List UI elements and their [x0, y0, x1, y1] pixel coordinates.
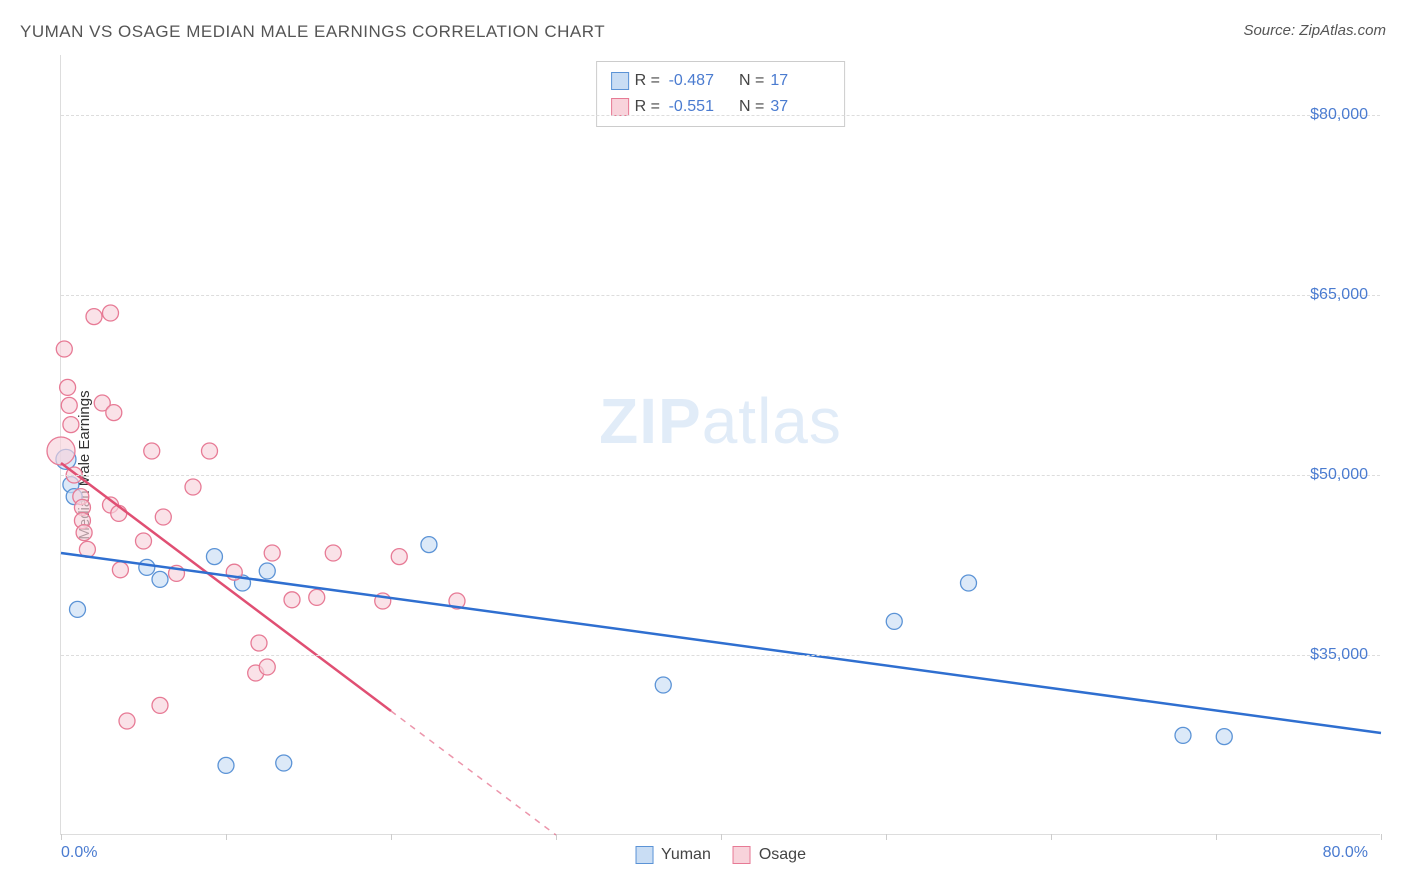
x-tick — [886, 834, 887, 840]
data-point — [218, 757, 234, 773]
data-point — [1216, 729, 1232, 745]
data-point — [106, 405, 122, 421]
data-point — [60, 379, 76, 395]
data-point — [63, 417, 79, 433]
data-point — [206, 549, 222, 565]
trendline-osage — [61, 463, 391, 711]
data-point — [76, 525, 92, 541]
data-point — [421, 537, 437, 553]
gridline — [61, 475, 1380, 476]
chart-container: Median Male Earnings ZIPatlas R = -0.487… — [20, 55, 1386, 875]
n-label: N = — [735, 72, 765, 90]
stats-row-osage: R = -0.551 N = 37 — [611, 94, 831, 120]
x-tick — [556, 834, 557, 840]
x-tick — [391, 834, 392, 840]
swatch-blue-icon — [635, 846, 653, 864]
r-label: R = — [635, 98, 663, 116]
r-value-osage: -0.551 — [669, 98, 729, 116]
header: YUMAN VS OSAGE MEDIAN MALE EARNINGS CORR… — [0, 0, 1406, 50]
data-point — [284, 592, 300, 608]
swatch-pink-icon — [733, 846, 751, 864]
data-point — [886, 613, 902, 629]
chart-title: YUMAN VS OSAGE MEDIAN MALE EARNINGS CORR… — [20, 22, 605, 42]
data-point — [103, 305, 119, 321]
y-tick-label: $50,000 — [1310, 466, 1368, 484]
r-value-yuman: -0.487 — [669, 72, 729, 90]
x-max-label: 80.0% — [1323, 844, 1368, 862]
data-point — [152, 697, 168, 713]
n-value-yuman: 17 — [770, 72, 830, 90]
n-label: N = — [735, 98, 765, 116]
data-point — [112, 562, 128, 578]
data-point — [70, 601, 86, 617]
data-point — [309, 589, 325, 605]
data-point — [61, 397, 77, 413]
data-point — [144, 443, 160, 459]
legend-label-yuman: Yuman — [661, 846, 711, 864]
swatch-pink-icon — [611, 98, 629, 116]
x-tick — [1051, 834, 1052, 840]
y-tick-label: $65,000 — [1310, 286, 1368, 304]
y-tick-label: $35,000 — [1310, 646, 1368, 664]
gridline — [61, 115, 1380, 116]
data-point — [119, 713, 135, 729]
stats-row-yuman: R = -0.487 N = 17 — [611, 68, 831, 94]
x-tick — [721, 834, 722, 840]
data-point — [152, 571, 168, 587]
data-point — [56, 341, 72, 357]
y-tick-label: $80,000 — [1310, 106, 1368, 124]
data-point — [202, 443, 218, 459]
plot-area: ZIPatlas R = -0.487 N = 17 R = -0.551 N … — [60, 55, 1380, 835]
legend-label-osage: Osage — [759, 846, 806, 864]
data-point — [47, 437, 75, 465]
data-point — [1175, 727, 1191, 743]
stats-legend: R = -0.487 N = 17 R = -0.551 N = 37 — [596, 61, 846, 127]
series-legend: Yuman Osage — [635, 846, 806, 864]
data-point — [961, 575, 977, 591]
data-point — [251, 635, 267, 651]
gridline — [61, 295, 1380, 296]
data-point — [259, 659, 275, 675]
x-tick — [1381, 834, 1382, 840]
data-point — [136, 533, 152, 549]
x-min-label: 0.0% — [61, 844, 97, 862]
x-tick — [61, 834, 62, 840]
legend-item-osage: Osage — [733, 846, 806, 864]
data-point — [139, 559, 155, 575]
data-point — [264, 545, 280, 561]
data-point — [155, 509, 171, 525]
x-tick — [1216, 834, 1217, 840]
plot-svg — [61, 55, 1380, 834]
trendline-osage-dash — [391, 711, 556, 835]
legend-item-yuman: Yuman — [635, 846, 711, 864]
data-point — [391, 549, 407, 565]
data-point — [86, 309, 102, 325]
swatch-blue-icon — [611, 72, 629, 90]
data-point — [276, 755, 292, 771]
source-label: Source: ZipAtlas.com — [1243, 22, 1386, 39]
data-point — [185, 479, 201, 495]
n-value-osage: 37 — [770, 98, 830, 116]
data-point — [259, 563, 275, 579]
gridline — [61, 655, 1380, 656]
r-label: R = — [635, 72, 663, 90]
data-point — [325, 545, 341, 561]
data-point — [655, 677, 671, 693]
x-tick — [226, 834, 227, 840]
